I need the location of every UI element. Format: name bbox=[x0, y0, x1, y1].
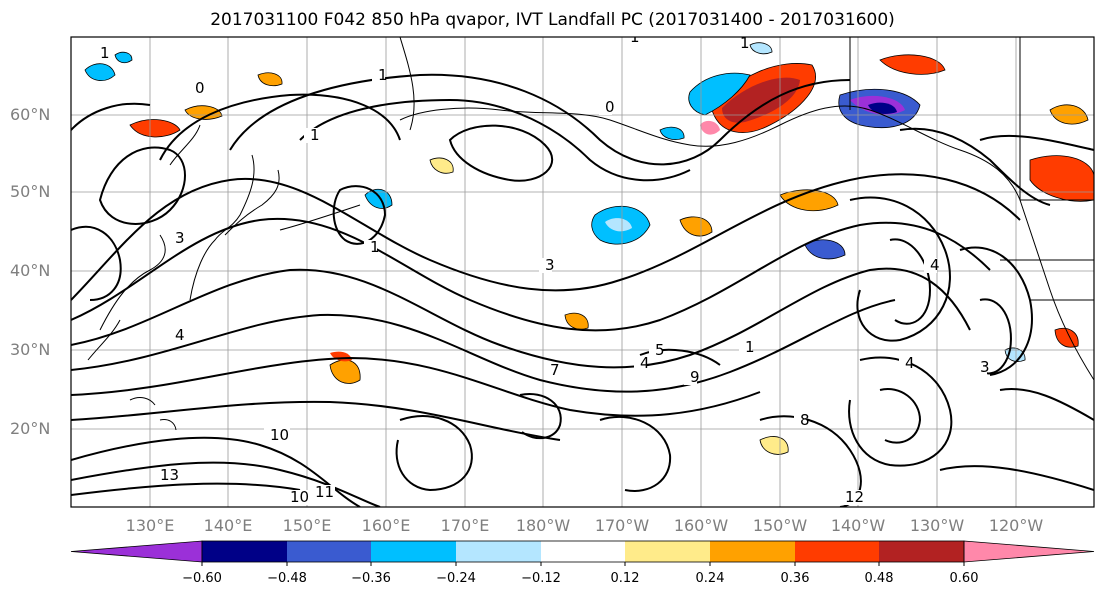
colorbar-tick-label: 0.24 bbox=[695, 571, 725, 586]
contour-label-background bbox=[899, 356, 912, 371]
contour-label: 4 bbox=[930, 256, 940, 274]
colorbar-extend-low bbox=[70, 540, 203, 563]
contour-label: 3 bbox=[175, 229, 185, 247]
contour-label-background bbox=[924, 258, 937, 273]
contour-label-background bbox=[839, 490, 865, 505]
contour-label-background bbox=[364, 240, 377, 255]
contour-label: 3 bbox=[545, 256, 555, 274]
longitude-label: 180°W bbox=[515, 516, 571, 535]
contour-label-background bbox=[634, 356, 647, 371]
contour-label-background bbox=[264, 428, 290, 443]
contour-label-background bbox=[794, 413, 807, 428]
contour-label-background bbox=[94, 46, 107, 61]
contour-label: 5 bbox=[655, 341, 665, 359]
gridlines bbox=[71, 37, 1094, 507]
longitude-label: 140°W bbox=[830, 516, 886, 535]
colorbar-segment bbox=[456, 541, 541, 562]
contour-label: 1 bbox=[100, 44, 110, 62]
contour-label-background bbox=[544, 363, 557, 378]
longitude-label: 160°E bbox=[361, 516, 411, 535]
longitude-label: 150°W bbox=[752, 516, 808, 535]
contour-label: 9 bbox=[690, 368, 700, 386]
contour-label: 11 bbox=[315, 483, 334, 501]
colorbar-tick-label: −0.36 bbox=[351, 571, 391, 586]
latitude-label: 50°N bbox=[10, 182, 51, 201]
colorbar-tick-label: 0.60 bbox=[949, 571, 979, 586]
longitude-label: 140°E bbox=[203, 516, 253, 535]
colorbar-segment bbox=[202, 541, 287, 562]
map-frame bbox=[70, 36, 1095, 508]
map-title: 2017031100 F042 850 hPa qvapor, IVT Land… bbox=[210, 10, 895, 30]
longitude-label: 170°E bbox=[440, 516, 490, 535]
longitude-label: 130°E bbox=[125, 516, 175, 535]
ivt-contours bbox=[71, 73, 1094, 507]
longitude-label: 160°W bbox=[673, 516, 729, 535]
colorbar-segment bbox=[795, 541, 879, 562]
contour-label: 1 bbox=[630, 28, 640, 46]
contour-label-background bbox=[284, 490, 310, 505]
contour-label: 3 bbox=[980, 358, 990, 376]
colorbar-tick-label: −0.60 bbox=[182, 571, 222, 586]
colorbar-segment bbox=[879, 541, 964, 562]
contour-label-background bbox=[154, 468, 180, 483]
colorbar-tick-label: 0.48 bbox=[864, 571, 894, 586]
colorbar-segment bbox=[287, 541, 371, 562]
contour-label: 10 bbox=[270, 426, 289, 444]
contour-label-background bbox=[974, 360, 987, 375]
contour-label: 1 bbox=[378, 66, 388, 84]
contour-label: 8 bbox=[800, 411, 810, 429]
latitude-label: 40°N bbox=[10, 261, 51, 280]
longitude-label: 170°W bbox=[594, 516, 650, 535]
contour-label-background bbox=[734, 37, 747, 51]
contour-label-background bbox=[599, 100, 612, 115]
contour-label: 7 bbox=[550, 361, 560, 379]
contour-label: 1 bbox=[740, 34, 750, 52]
colorbar bbox=[70, 540, 1095, 566]
colorbar-segment bbox=[371, 541, 456, 562]
contour-label: 1 bbox=[745, 338, 755, 356]
contour-label-background bbox=[169, 328, 182, 343]
colorbar-outline bbox=[201, 540, 965, 563]
latitude-label: 20°N bbox=[10, 419, 51, 438]
colorbar-extend-high bbox=[963, 540, 1095, 563]
latitude-label: 30°N bbox=[10, 340, 51, 359]
latitude-label: 60°N bbox=[10, 105, 51, 124]
colorbar-tick-label: 0.12 bbox=[610, 571, 640, 586]
coastlines bbox=[87, 37, 1094, 431]
contour-label: 1 bbox=[370, 238, 380, 256]
colorbar-tick-label: −0.48 bbox=[267, 571, 307, 586]
contour-label-background bbox=[539, 258, 552, 273]
contour-label-background bbox=[624, 37, 637, 45]
colorbar-tick-label: −0.12 bbox=[521, 571, 561, 586]
contour-label: 13 bbox=[160, 466, 179, 484]
contour-label: 12 bbox=[845, 488, 864, 506]
colorbar-tick-label: −0.24 bbox=[436, 571, 476, 586]
colorbar-segment bbox=[625, 541, 710, 562]
longitude-label: 130°W bbox=[909, 516, 965, 535]
contour-label: 1 bbox=[310, 126, 320, 144]
contour-label-background bbox=[309, 485, 335, 500]
contour-label: 4 bbox=[640, 354, 650, 372]
contour-label: 0 bbox=[605, 98, 615, 116]
contour-label-background bbox=[304, 128, 317, 143]
contour-label: 0 bbox=[195, 79, 205, 97]
colorbar-segment bbox=[541, 541, 625, 562]
contour-label: 4 bbox=[905, 354, 915, 372]
contour-label-background bbox=[684, 370, 697, 385]
contour-label-background bbox=[649, 343, 662, 358]
contour-label-background bbox=[189, 81, 202, 96]
longitude-label: 120°W bbox=[988, 516, 1044, 535]
colorbar-tick-label: 0.36 bbox=[780, 571, 810, 586]
contour-label: 10 bbox=[290, 488, 309, 506]
colorbar-segment bbox=[710, 541, 795, 562]
longitude-label: 150°E bbox=[282, 516, 332, 535]
contour-label-background bbox=[372, 68, 385, 83]
contour-label-background bbox=[739, 340, 752, 355]
contour-label-background bbox=[169, 231, 182, 246]
contour-label: 4 bbox=[175, 326, 185, 344]
